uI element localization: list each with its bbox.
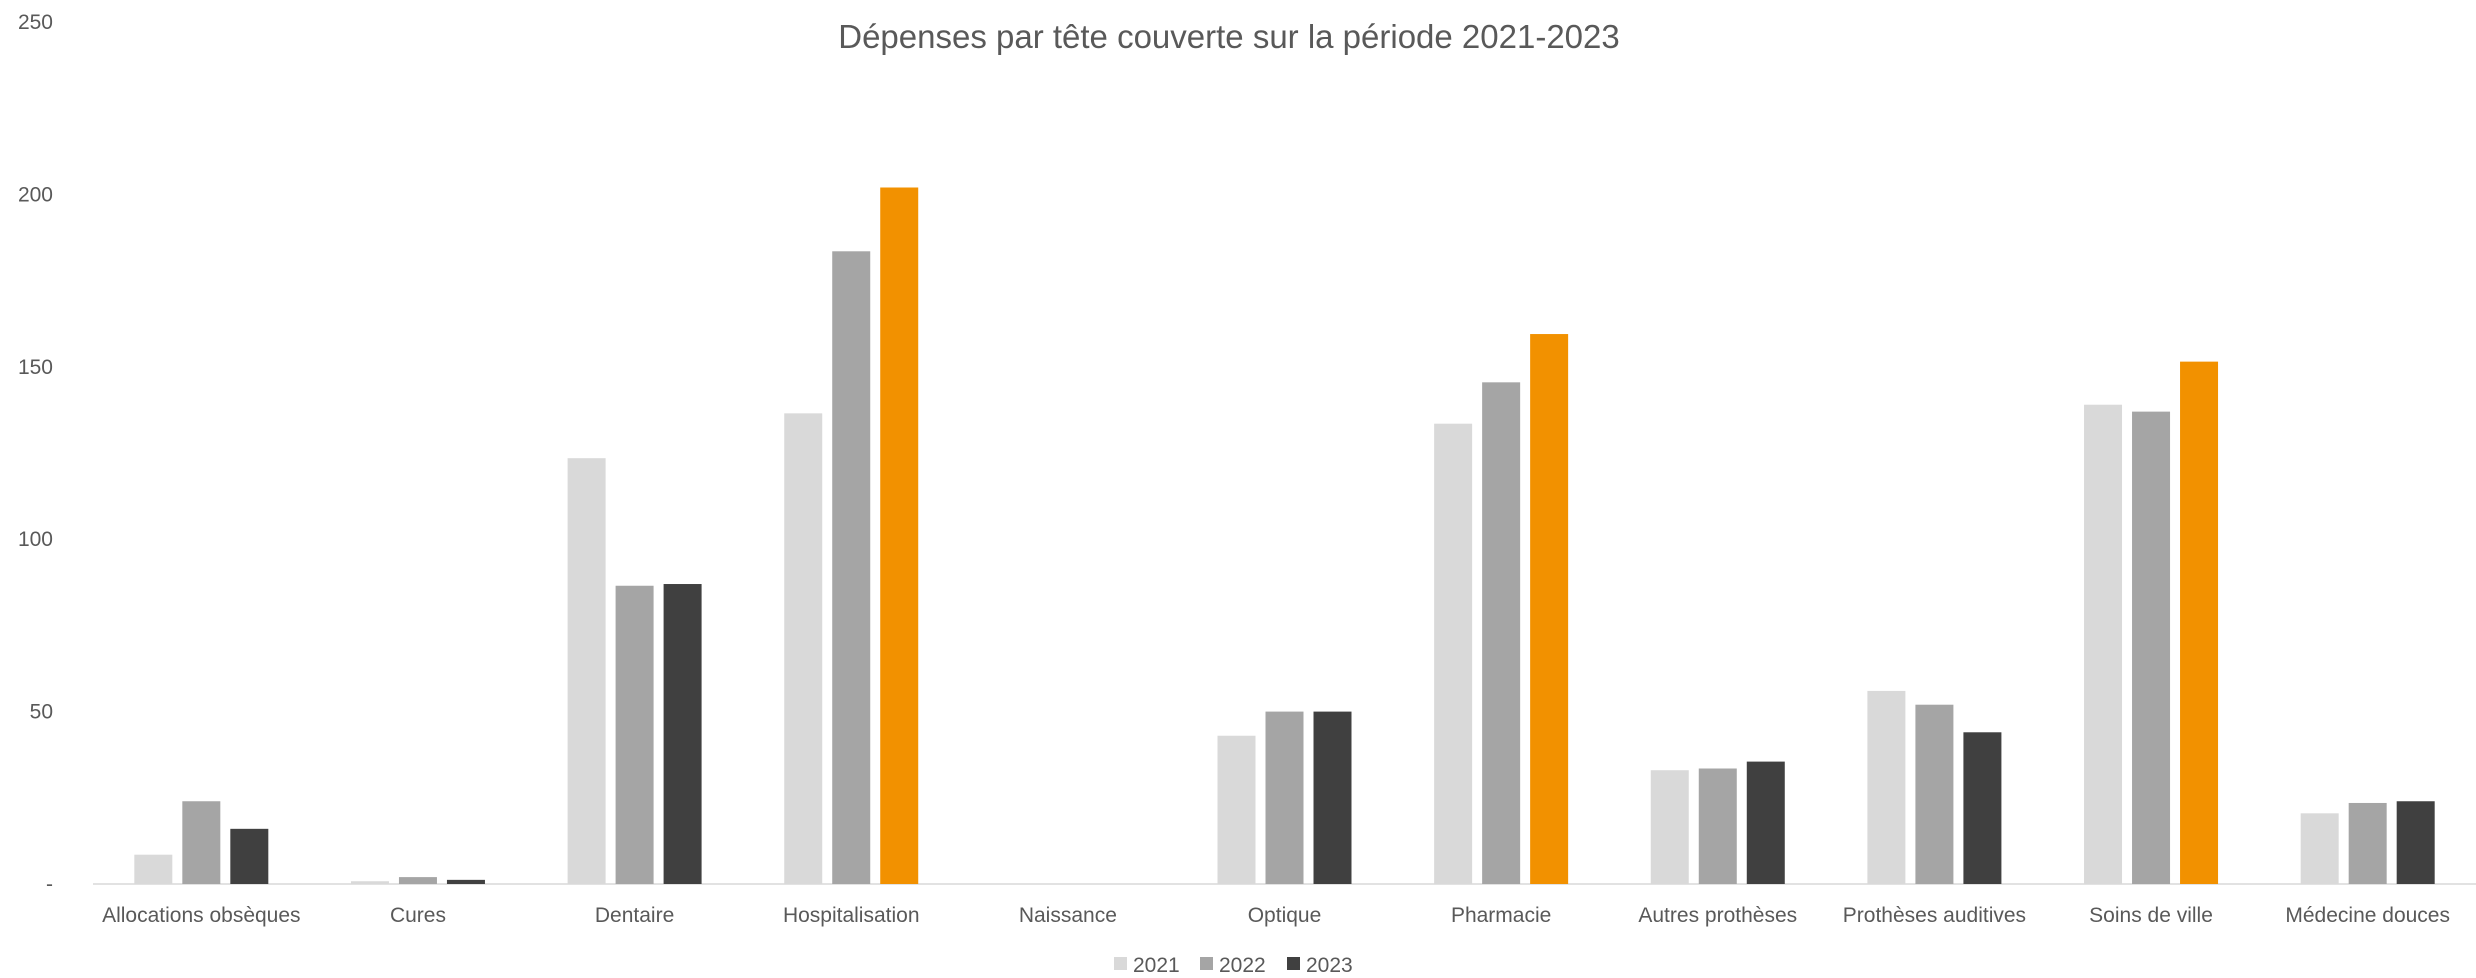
- bar-2021: [567, 458, 606, 884]
- x-tick-label: Optique: [1248, 904, 1322, 927]
- legend-swatch-2021: [1114, 957, 1127, 970]
- x-axis-labels: Allocations obsèques Cures Dentaire Hospita…: [102, 904, 2450, 927]
- y-tick-label: 200: [18, 183, 53, 206]
- bar-2023: [880, 187, 919, 884]
- legend-label-2021: 2021: [1133, 954, 1180, 977]
- bar-2021: [350, 881, 389, 884]
- bar-2023: [2396, 801, 2435, 884]
- x-tick-label: Autres prothèses: [1638, 904, 1797, 927]
- bar-2023: [1530, 334, 1569, 884]
- bar-2021: [2084, 404, 2123, 884]
- bar-2021: [1217, 735, 1256, 884]
- bar-2022: [1482, 382, 1521, 884]
- x-tick-label: Pharmacie: [1451, 904, 1551, 927]
- bar-2021: [2300, 813, 2339, 884]
- chart-title: Dépenses par tête couverte sur la périod…: [838, 18, 1620, 55]
- bar-2022: [1915, 704, 1954, 884]
- y-tick-label: -: [46, 873, 53, 896]
- legend: 2021 2022 2023: [1114, 954, 1353, 977]
- legend-swatch-2023: [1287, 957, 1300, 970]
- bar-2021: [134, 854, 173, 884]
- y-tick-label: 250: [18, 11, 53, 34]
- x-tick-label: Allocations obsèques: [102, 904, 300, 927]
- bar-2021: [1867, 690, 1906, 884]
- x-tick-label: Naissance: [1019, 904, 1117, 927]
- bar-2023: [446, 879, 485, 884]
- x-tick-label: Médecine douces: [2285, 904, 2450, 927]
- bar-2023: [230, 828, 269, 884]
- x-tick-label: Soins de ville: [2089, 904, 2213, 927]
- bar-2023: [1963, 732, 2002, 884]
- bar-2023: [1313, 711, 1352, 884]
- bars: [134, 187, 2435, 885]
- bar-2022: [832, 251, 871, 885]
- x-tick-label: Hospitalisation: [783, 904, 920, 927]
- x-tick-label: Dentaire: [595, 904, 674, 927]
- bar-2023: [1746, 761, 1785, 884]
- bar-2022: [1265, 711, 1304, 884]
- bar-2022: [2132, 411, 2171, 884]
- bar-2022: [182, 801, 221, 884]
- y-tick-label: 150: [18, 356, 53, 379]
- legend-label-2023: 2023: [1306, 954, 1353, 977]
- bar-2021: [784, 413, 823, 884]
- bar-2022: [615, 585, 654, 884]
- legend-swatch-2022: [1200, 957, 1213, 970]
- x-tick-label: Cures: [390, 904, 446, 927]
- y-axis: - 50 100 150 200 250: [18, 11, 53, 896]
- bar-2023: [2180, 361, 2219, 884]
- y-tick-label: 50: [30, 701, 53, 724]
- bar-2023: [663, 584, 702, 884]
- bar-2022: [2348, 802, 2387, 884]
- bar-2021: [1650, 770, 1689, 884]
- legend-label-2022: 2022: [1219, 954, 1266, 977]
- x-tick-label: Prothèses auditives: [1843, 904, 2026, 927]
- bar-2022: [398, 877, 437, 884]
- bar-2021: [1434, 423, 1473, 884]
- bar-2022: [1698, 768, 1737, 884]
- y-tick-label: 100: [18, 528, 53, 551]
